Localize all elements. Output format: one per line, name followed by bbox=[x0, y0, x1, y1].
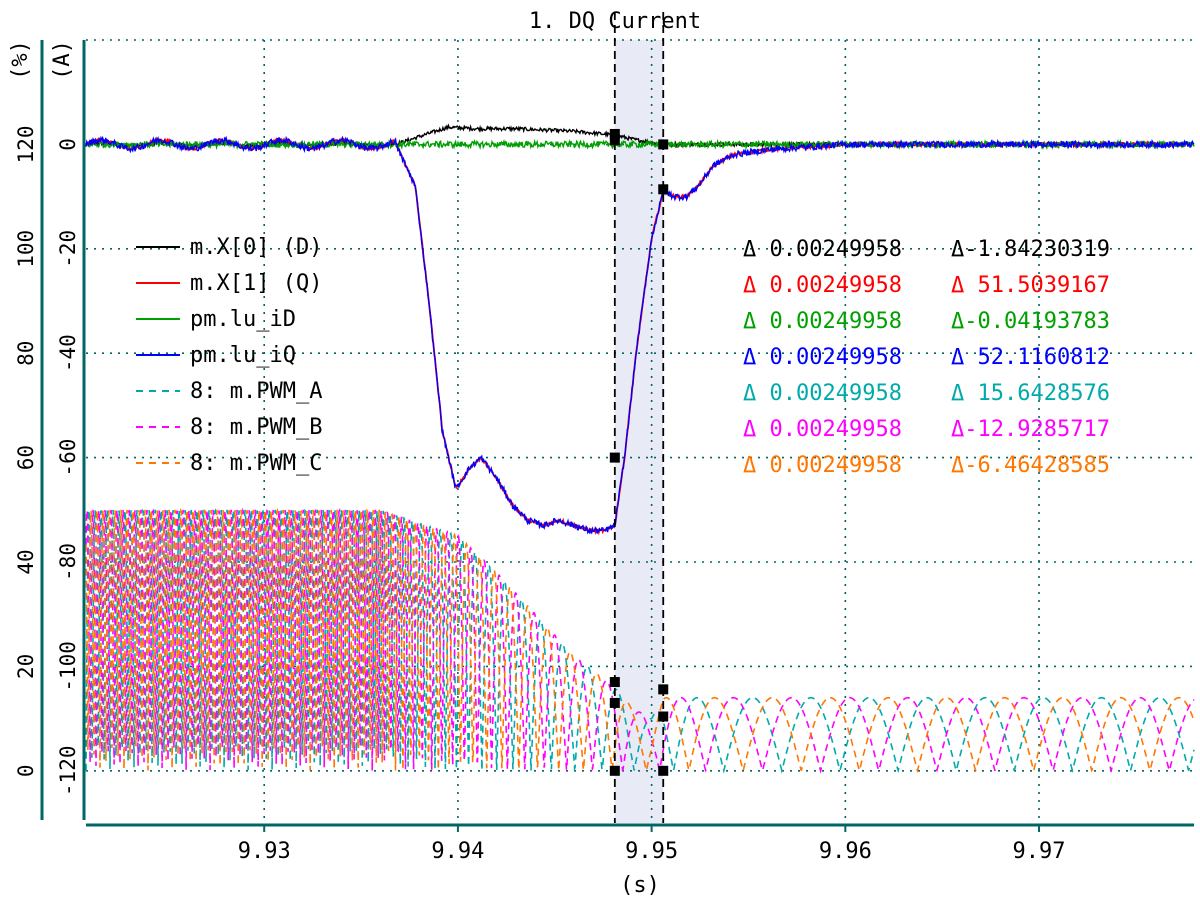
cursor-marker bbox=[658, 184, 669, 195]
cursor-marker bbox=[609, 677, 620, 688]
cursor-band bbox=[614, 40, 664, 823]
cursor-marker bbox=[609, 128, 620, 139]
cursor-marker bbox=[609, 697, 620, 708]
delta-time-readout: Δ 0.00249958 bbox=[743, 381, 902, 406]
legend-label-8-m-pwm-c[interactable]: 8: m.PWM_C bbox=[190, 451, 322, 476]
delta-time-readout: Δ 0.00249958 bbox=[743, 417, 902, 442]
axis-layer: 9.93 9.94 9.95 9.96 9.97 0 20 40 60 80 100 120 -120 -… bbox=[14, 40, 1194, 864]
cursor-band-layer bbox=[614, 40, 664, 823]
y-tick-label-percent: 40 bbox=[14, 549, 38, 574]
delta-value-readout: Δ-0.04193783 bbox=[951, 309, 1110, 334]
x-tick-label: 9.96 bbox=[819, 839, 872, 864]
chart-title: 1. DQ Current bbox=[529, 9, 701, 34]
x-tick-label: 9.95 bbox=[625, 839, 678, 864]
x-tick-label: 9.94 bbox=[431, 839, 484, 864]
x-axis-label: (s) bbox=[620, 873, 660, 898]
delta-value-readout: Δ-6.46428585 bbox=[951, 453, 1110, 478]
legend-label-pm-lu-id[interactable]: pm.lu_iD bbox=[190, 307, 296, 332]
delta-time-readout: Δ 0.00249958 bbox=[743, 345, 902, 370]
delta-value-readout: Δ 52.1160812 bbox=[951, 345, 1110, 370]
y-axis-label-amps: (A) bbox=[50, 40, 75, 80]
series-line-pm-lu-iq bbox=[85, 135, 1195, 535]
y-tick-label-amps: -60 bbox=[56, 439, 80, 477]
y-tick-label-amps: -120 bbox=[56, 746, 80, 797]
cursor-marker bbox=[658, 765, 669, 776]
series-line-8-m-pwm-c bbox=[85, 507, 1195, 774]
pwm-series-layer bbox=[85, 507, 1195, 774]
legend-label-pm-lu-iq[interactable]: pm.lu_iQ bbox=[190, 343, 296, 368]
current-series-layer bbox=[85, 123, 1195, 536]
series-line-8-m-pwm-a bbox=[85, 508, 1195, 774]
cursor-marker bbox=[609, 765, 620, 776]
delta-value-readout: Δ-1.84230319 bbox=[951, 237, 1110, 262]
y-tick-label-percent: 100 bbox=[14, 230, 38, 268]
delta-value-readout: Δ 51.5039167 bbox=[951, 273, 1110, 298]
cursor-marker bbox=[609, 452, 620, 463]
y-tick-label-amps: 0 bbox=[56, 138, 80, 151]
delta-value-readout: Δ 15.6428576 bbox=[951, 381, 1110, 406]
cursor-marker bbox=[658, 711, 669, 722]
delta-value-readout: Δ-12.9285717 bbox=[951, 417, 1110, 442]
legend[interactable]: m.X[0] (D) m.X[1] (Q) pm.lu_iD pm.lu_iQ 8: m… bbox=[136, 235, 322, 476]
y-tick-label-amps: -100 bbox=[56, 641, 80, 692]
legend-label-m-x-0-d-[interactable]: m.X[0] (D) bbox=[190, 235, 322, 260]
x-tick-label: 9.97 bbox=[1013, 839, 1066, 864]
cursor-marker bbox=[609, 135, 620, 146]
delta-time-readout: Δ 0.00249958 bbox=[743, 237, 902, 262]
series-line-8-m-pwm-b bbox=[85, 507, 1195, 774]
y-tick-label-percent: 60 bbox=[14, 445, 38, 470]
y-axis-label-percent: (%) bbox=[8, 40, 33, 80]
y-tick-label-percent: 20 bbox=[14, 654, 38, 679]
cursor-marker bbox=[658, 139, 669, 150]
delta-time-readout: Δ 0.00249958 bbox=[743, 453, 902, 478]
y-tick-label-percent: 120 bbox=[14, 125, 38, 163]
cursor-marker-layer bbox=[609, 128, 669, 776]
y-tick-label-percent: 0 bbox=[14, 764, 38, 777]
y-tick-label-amps: -40 bbox=[56, 334, 80, 372]
delta-time-readout: Δ 0.00249958 bbox=[743, 273, 902, 298]
legend-label-8-m-pwm-a[interactable]: 8: m.PWM_A bbox=[190, 379, 322, 404]
legend-label-8-m-pwm-b[interactable]: 8: m.PWM_B bbox=[190, 415, 322, 440]
delta-readouts: Δ 0.00249958 Δ-1.84230319 Δ 0.00249958 Δ 51… bbox=[743, 237, 1110, 478]
legend-label-m-x-1-q-[interactable]: m.X[1] (Q) bbox=[190, 271, 322, 296]
delta-time-readout: Δ 0.00249958 bbox=[743, 309, 902, 334]
cursor-marker bbox=[658, 684, 669, 695]
y-tick-label-percent: 80 bbox=[14, 341, 38, 366]
y-tick-label-amps: -80 bbox=[56, 543, 80, 581]
x-tick-label: 9.93 bbox=[238, 839, 291, 864]
y-tick-label-amps: -20 bbox=[56, 230, 80, 268]
